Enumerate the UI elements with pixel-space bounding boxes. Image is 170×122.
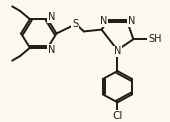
Text: Cl: Cl (112, 111, 123, 121)
Text: N: N (48, 12, 55, 22)
Text: N: N (100, 16, 107, 26)
Text: S: S (72, 19, 78, 29)
Text: N: N (114, 46, 121, 56)
Text: N: N (48, 45, 55, 55)
Text: N: N (128, 16, 135, 26)
Text: SH: SH (148, 34, 162, 44)
